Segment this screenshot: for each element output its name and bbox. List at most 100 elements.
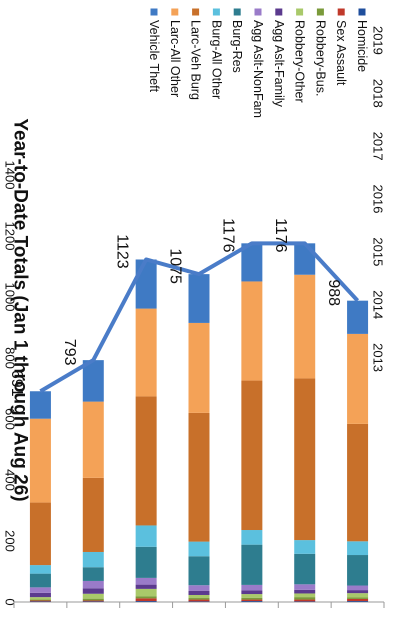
bar-segment-burg-all-other xyxy=(347,541,369,556)
bar-segment-robbery-other xyxy=(294,593,316,598)
x-tick-label: 2015 xyxy=(371,237,386,266)
bar-segment-larc-veh-burg xyxy=(294,378,316,541)
bar-segment-sex-assault xyxy=(82,600,104,602)
bar-segment-burg-res xyxy=(188,556,210,586)
bar-segment-agg-aslt-nonfam xyxy=(347,585,369,591)
bar-segment-robbery-bus- xyxy=(241,597,263,600)
bar-segment-larc-all-other xyxy=(29,418,51,503)
bar-segment-agg-aslt-nonfam xyxy=(294,584,316,590)
bar-segment-agg-aslt-family xyxy=(188,590,210,595)
bar-segment-burg-res xyxy=(294,553,316,585)
bar-segment-larc-veh-burg xyxy=(188,412,210,542)
legend-label: Agg Aslt-Family xyxy=(272,20,286,108)
total-data-label: 1075 xyxy=(167,248,184,284)
bar-segment-agg-aslt-nonfam xyxy=(29,587,51,593)
bar-segment-vehicle-theft xyxy=(241,243,263,282)
bar-segment-agg-aslt-nonfam xyxy=(82,580,104,589)
legend-swatch xyxy=(337,8,345,16)
legend-swatch xyxy=(212,8,220,16)
legend-swatch xyxy=(192,8,200,16)
bar-segment-burg-res xyxy=(347,555,369,586)
bar-segment-larc-veh-burg xyxy=(241,380,263,531)
bar-segment-burg-res xyxy=(241,544,263,585)
x-tick-label: 2016 xyxy=(371,185,386,214)
bar-segment-robbery-other xyxy=(82,593,104,599)
bar-segment-homicide xyxy=(82,601,104,602)
bar-segment-vehicle-theft xyxy=(188,274,210,323)
bar-segment-burg-all-other xyxy=(294,540,316,554)
total-data-label: 1176 xyxy=(272,218,289,253)
bar-segment-agg-aslt-family xyxy=(29,592,51,598)
x-tick-label: 2019 xyxy=(371,26,386,55)
legend-label: Agg Aslt-NonFam xyxy=(251,20,265,118)
x-tick-label: 2017 xyxy=(371,132,386,161)
legend-label: Homicide xyxy=(355,20,369,72)
legend-label: Burg-All Other xyxy=(209,20,223,99)
bar-segment-sex-assault xyxy=(294,599,316,602)
total-data-label: 793 xyxy=(61,339,78,366)
legend-label: Burg-Res xyxy=(230,20,244,73)
legend-swatch xyxy=(358,8,366,16)
bar-segment-burg-all-other xyxy=(241,530,263,545)
x-tick-label: 2014 xyxy=(371,290,386,319)
bar-segment-sex-assault xyxy=(347,598,369,602)
bar-segment-larc-all-other xyxy=(188,322,210,413)
bar-segment-agg-aslt-family xyxy=(347,590,369,594)
bar-segment-burg-all-other xyxy=(82,551,104,568)
bar-segment-larc-all-other xyxy=(294,274,316,379)
legend-swatch xyxy=(254,8,262,16)
bar-segment-robbery-bus- xyxy=(135,596,157,599)
legend-label: Sex Assault xyxy=(334,20,348,86)
bar-segment-sex-assault xyxy=(188,599,210,602)
legend-label: Robbery-Other xyxy=(293,20,307,103)
y-tick-label: 200 xyxy=(3,530,18,552)
bar-segment-larc-all-other xyxy=(241,281,263,381)
bar-segment-vehicle-theft xyxy=(347,300,369,334)
bar-segment-robbery-other xyxy=(347,593,369,598)
bar-segment-robbery-bus- xyxy=(294,597,316,600)
total-data-label: 1123 xyxy=(114,234,131,269)
total-data-label: 988 xyxy=(325,279,342,306)
bar-segment-burg-all-other xyxy=(188,541,210,557)
total-data-label: 691 xyxy=(8,370,25,397)
bar-segment-sex-assault xyxy=(135,598,157,602)
x-tick-label: 2018 xyxy=(371,79,386,108)
y-tick-label: 800 xyxy=(3,347,18,369)
bar-segment-agg-aslt-nonfam xyxy=(241,584,263,591)
bar-segment-robbery-other xyxy=(188,594,210,599)
legend-label: Robbery-Bus. xyxy=(313,20,327,96)
bar-segment-vehicle-theft xyxy=(82,360,104,402)
bar-segment-larc-all-other xyxy=(347,333,369,424)
x-tick-label: 2013 xyxy=(371,343,386,372)
bar-segment-homicide xyxy=(29,601,51,602)
legend-swatch xyxy=(150,8,158,16)
y-tick-label: 0 xyxy=(3,598,18,605)
bar-segment-burg-all-other xyxy=(135,525,157,547)
bar-segment-robbery-other xyxy=(135,588,157,597)
y-tick-label: 1400 xyxy=(3,161,18,190)
legend-swatch xyxy=(296,8,304,16)
bar-segment-burg-res xyxy=(82,567,104,581)
bar-segment-larc-all-other xyxy=(135,308,157,397)
bar-segment-homicide xyxy=(188,601,210,602)
bar-segment-homicide xyxy=(294,601,316,602)
bar-segment-agg-aslt-family xyxy=(82,588,104,594)
bar-segment-agg-aslt-family xyxy=(241,590,263,595)
bar-segment-larc-all-other xyxy=(82,401,104,478)
legend-swatch xyxy=(275,8,283,16)
bar-segment-robbery-bus- xyxy=(82,598,104,601)
bar-segment-vehicle-theft xyxy=(29,391,51,419)
total-data-label: 1176 xyxy=(219,218,236,253)
bar-segment-sex-assault xyxy=(29,600,51,602)
bar-segment-sex-assault xyxy=(241,599,263,602)
totals-line xyxy=(39,241,360,393)
legend-label: Vehicle Theft xyxy=(147,20,161,93)
y-tick-label: 400 xyxy=(3,469,18,491)
bar-segment-homicide xyxy=(135,601,157,602)
legend-label: Larc-Veh Burg xyxy=(189,20,203,100)
bar-segment-larc-veh-burg xyxy=(135,396,157,526)
bar-segment-robbery-other xyxy=(241,594,263,598)
y-tick-label: 1200 xyxy=(3,222,18,251)
